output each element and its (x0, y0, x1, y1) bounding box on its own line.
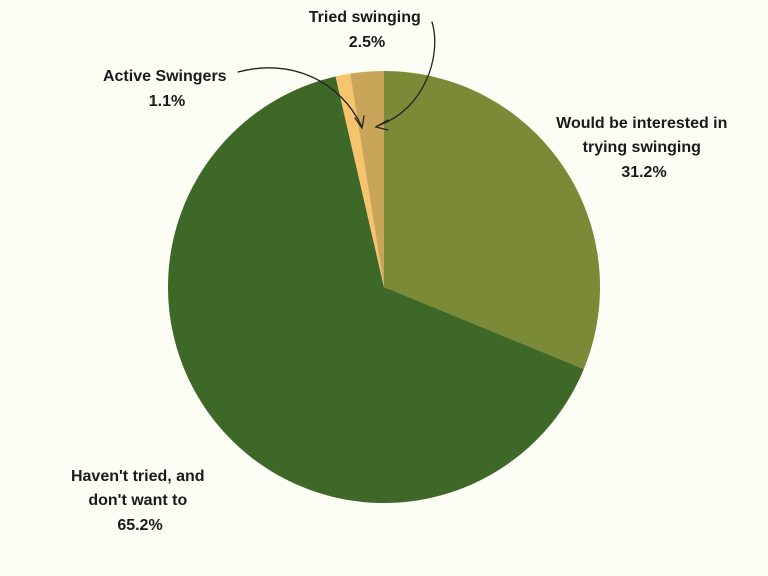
label-line: Tried swinging (309, 9, 421, 26)
slices-layer (168, 70, 601, 503)
pie-slice-active-swingers (335, 73, 384, 287)
pie-slice-tried-swinging (350, 71, 384, 287)
label-active-swingers: Active Swingers 1.1% (103, 68, 231, 110)
label-line: don't want to (88, 492, 187, 509)
label-havent-tried: Haven't tried, and don't want to 65.2% (71, 468, 209, 534)
value-label: 1.1% (149, 93, 185, 110)
value-label: 31.2% (621, 164, 666, 181)
value-label: 65.2% (117, 517, 162, 534)
label-line: Would be interested in (556, 115, 727, 132)
annotation-arrows (237, 21, 436, 131)
labels-layer: Would be interested in trying swinging 3… (71, 9, 732, 534)
tried-swinging-arrow (376, 21, 436, 127)
active-swingers-arrowhead (354, 115, 365, 130)
label-line: Active Swingers (103, 68, 227, 85)
label-line: trying swinging (583, 139, 701, 156)
tried-swinging-arrowhead (374, 119, 389, 131)
label-line: Haven't tried, and (71, 468, 205, 485)
pie-slice-would-be-interested-in-trying-swinging (384, 70, 601, 370)
pie-slice-haven-t-tried-and-don-t-want-to (168, 76, 584, 503)
label-would-be-interested: Would be interested in trying swinging 3… (556, 115, 732, 181)
value-label: 2.5% (349, 34, 385, 51)
active-swingers-arrow (237, 67, 363, 128)
label-tried-swinging: Tried swinging 2.5% (309, 9, 425, 51)
